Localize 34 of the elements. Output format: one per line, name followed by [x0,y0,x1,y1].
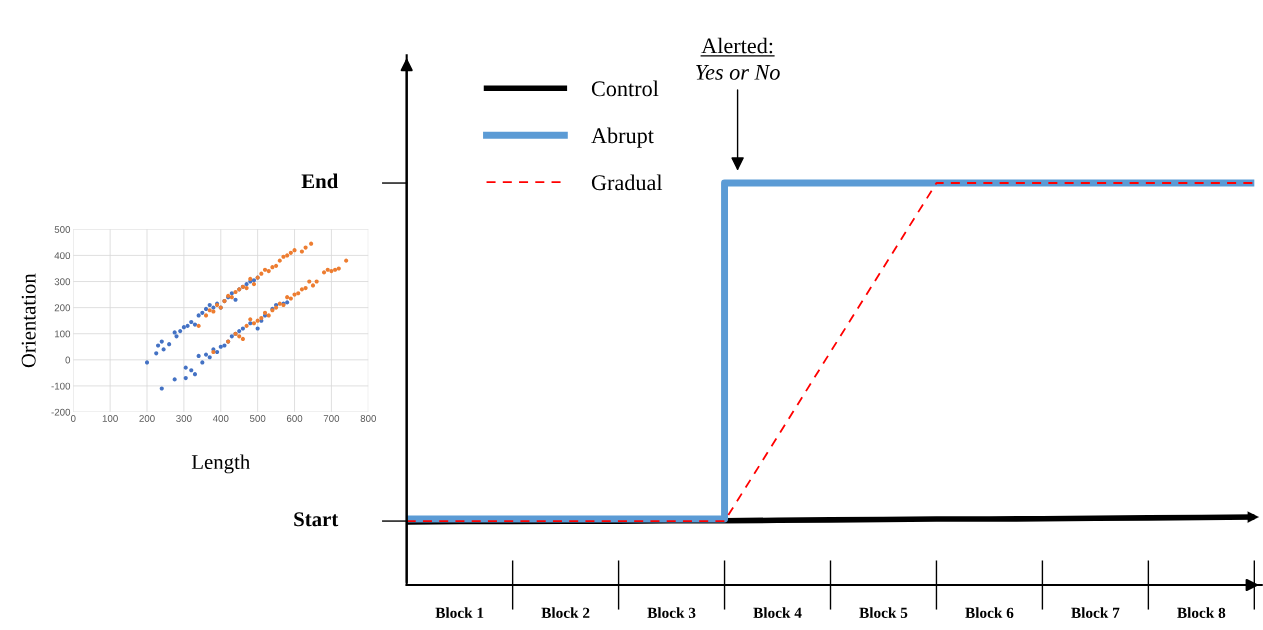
text: End [301,173,339,189]
text: Alerted: [701,37,773,54]
y-tick-label: 100 [55,330,71,338]
x-tick-label: Block 1 [435,607,484,618]
x-tick-label: 300 [176,415,192,422]
text: Yes or No [696,65,780,80]
y-tick-label: 500 [54,226,71,233]
x-tick-label: Block 5 [859,607,908,618]
x-tick-label: 700 [323,415,340,422]
x-tick-label: 0 [70,415,76,422]
x-tick-label: Block 3 [647,607,696,618]
y-tick-label: 200 [54,304,71,312]
legend-label: Control [591,80,659,97]
y-tick-label: -200 [51,408,71,416]
x-tick-label: 500 [249,415,266,422]
x-tick-label: 200 [139,415,155,422]
x-tick-label: Block 6 [965,607,1014,618]
y-tick-label: -100 [51,382,71,390]
x-tick-label: Block 4 [753,607,802,618]
x-tick-label: 100 [102,415,118,422]
y-axis-title: Orientation [21,273,36,368]
y-tick-label: 0 [65,356,71,364]
legend-label: Gradual [591,174,663,191]
x-tick-label: Block 2 [541,607,590,618]
x-tick-label: Block 8 [1177,607,1226,618]
x-tick-label: 800 [360,415,377,422]
y-tick-label: 400 [54,252,71,260]
x-axis-title: Length [191,454,250,474]
text: Start [294,512,339,527]
x-tick-label: Block 7 [1071,607,1120,618]
x-tick-label: 600 [286,415,303,422]
y-tick-label: 300 [54,278,71,286]
legend-label: Abrupt [591,127,654,148]
x-tick-label: 400 [212,415,229,422]
